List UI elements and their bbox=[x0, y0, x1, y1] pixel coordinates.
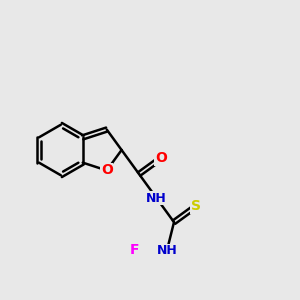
Text: NH: NH bbox=[156, 244, 177, 257]
Text: O: O bbox=[101, 164, 113, 177]
Text: NH: NH bbox=[146, 192, 167, 205]
Text: F: F bbox=[130, 243, 139, 257]
Text: S: S bbox=[190, 200, 201, 213]
Text: O: O bbox=[155, 151, 167, 165]
